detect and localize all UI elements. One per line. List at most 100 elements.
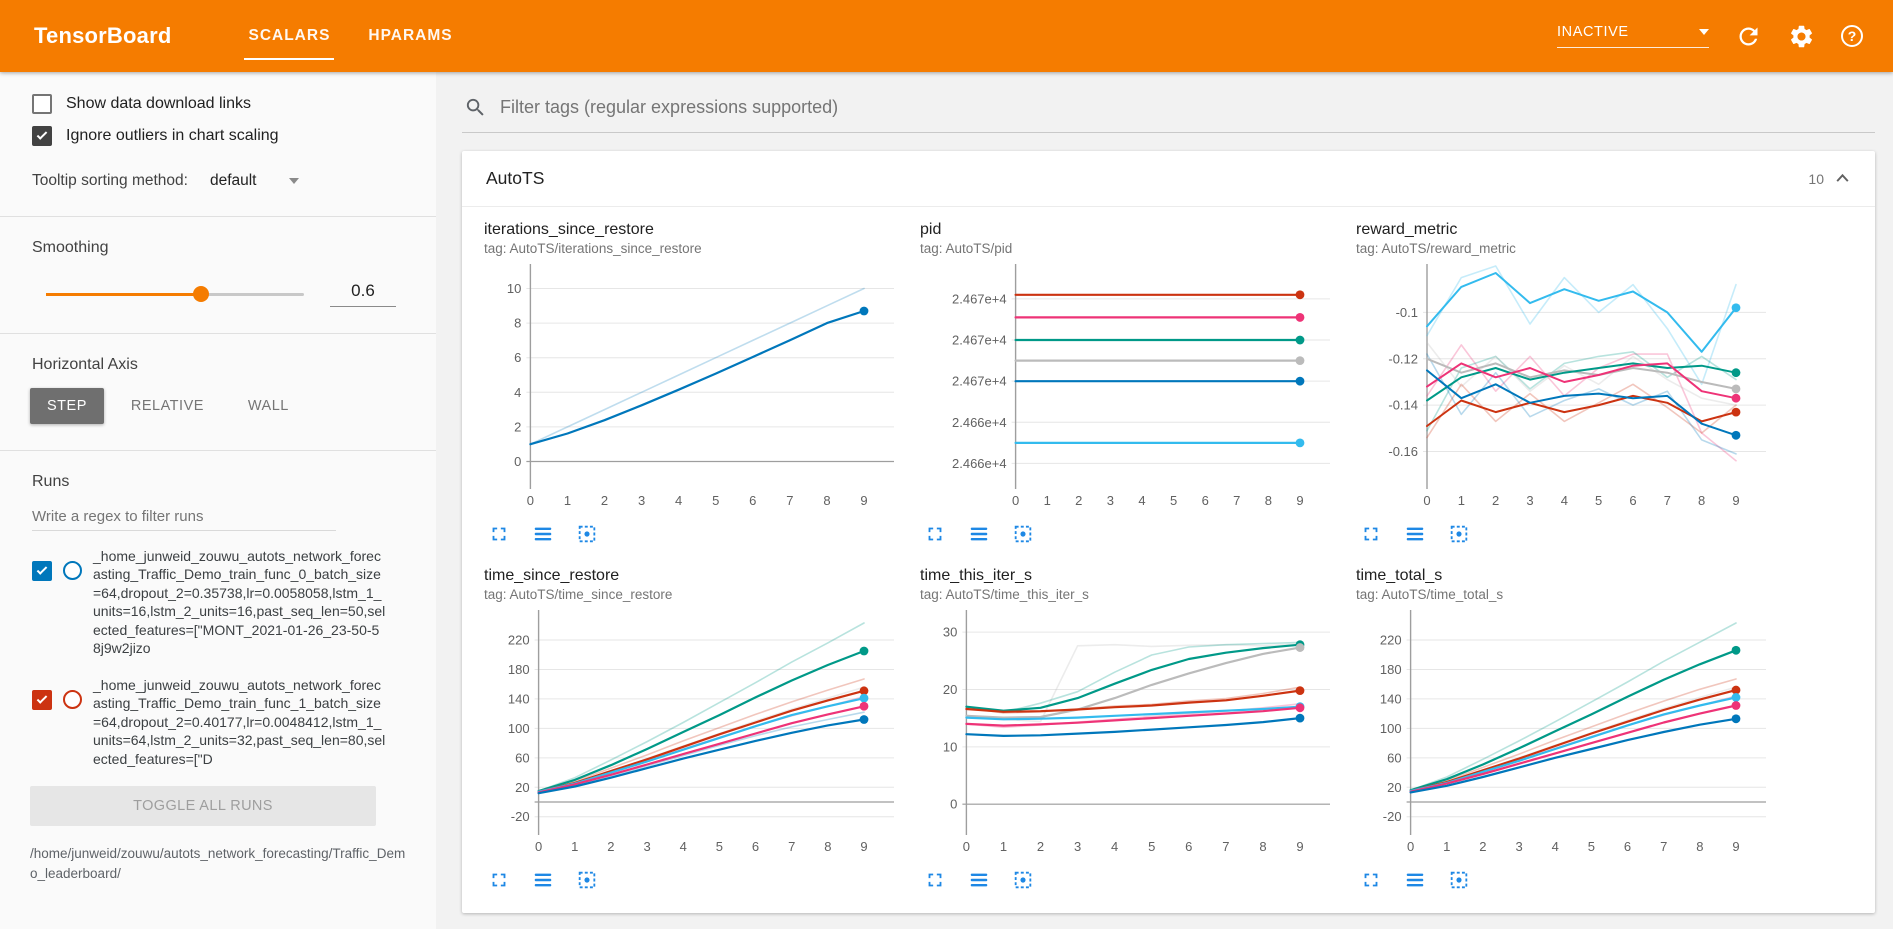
svg-text:2.467e+4: 2.467e+4 bbox=[952, 333, 1007, 348]
help-button[interactable]: ? bbox=[1841, 25, 1863, 47]
axis-wall-button[interactable]: WALL bbox=[231, 388, 306, 424]
chart-canvas[interactable]: -0.1 -0.12 -0.14 -0.16 0 1 2 3 4 5 6 7 8 9 bbox=[1356, 260, 1774, 512]
svg-text:8: 8 bbox=[1259, 839, 1266, 854]
toggle-all-runs-button[interactable]: TOGGLE ALL RUNS bbox=[30, 786, 376, 827]
fit-domain-button[interactable] bbox=[574, 867, 600, 893]
svg-text:4: 4 bbox=[1111, 839, 1118, 854]
tooltip-sort-select[interactable]: default bbox=[210, 172, 299, 190]
svg-text:4: 4 bbox=[1561, 493, 1568, 508]
svg-text:20: 20 bbox=[943, 682, 957, 697]
expand-chart-button[interactable] bbox=[486, 867, 512, 893]
svg-text:6: 6 bbox=[752, 839, 759, 854]
svg-text:20: 20 bbox=[1387, 780, 1401, 795]
expand-chart-button[interactable] bbox=[1358, 867, 1384, 893]
chart-actions bbox=[484, 521, 902, 547]
tag-filter-row bbox=[462, 72, 1875, 133]
chart-tag: tag: AutoTS/reward_metric bbox=[1356, 241, 1516, 256]
chevron-up-icon[interactable] bbox=[1834, 170, 1851, 187]
svg-text:0: 0 bbox=[535, 839, 542, 854]
expand-chart-button[interactable] bbox=[922, 521, 948, 547]
show-download-links-checkbox[interactable]: Show data download links bbox=[0, 88, 436, 120]
ignore-outliers-checkbox[interactable]: Ignore outliers in chart scaling bbox=[0, 120, 436, 152]
chart-canvas[interactable]: 10 8 6 4 2 0 0 1 2 3 4 5 6 7 8 9 bbox=[484, 260, 902, 512]
svg-text:2.466e+4: 2.466e+4 bbox=[952, 456, 1007, 471]
tab-hparams[interactable]: HPARAMS bbox=[368, 27, 453, 44]
sidebar: Show data download links Ignore outliers… bbox=[0, 72, 436, 929]
run-data-button[interactable] bbox=[530, 867, 556, 893]
axis-relative-button[interactable]: RELATIVE bbox=[114, 388, 221, 424]
checkbox-label: Show data download links bbox=[66, 95, 252, 112]
expand-icon bbox=[928, 873, 942, 887]
data-lines-icon bbox=[1406, 873, 1424, 887]
smoothing-slider[interactable] bbox=[46, 286, 304, 302]
svg-text:-20: -20 bbox=[1383, 809, 1402, 824]
toolbar-actions: INACTIVE ? bbox=[1557, 23, 1863, 50]
svg-text:4: 4 bbox=[675, 493, 682, 508]
fit-domain-button[interactable] bbox=[574, 521, 600, 547]
chart-canvas[interactable]: 220 180 140 100 60 20 -20 0 1 2 3 4 5 6 7 8 9 bbox=[484, 606, 902, 858]
settings-button[interactable] bbox=[1788, 23, 1815, 50]
fit-domain-icon bbox=[1014, 525, 1032, 543]
horizontal-axis-label: Horizontal Axis bbox=[32, 356, 138, 373]
expand-icon bbox=[1364, 873, 1378, 887]
run-checkbox[interactable] bbox=[32, 689, 52, 710]
run-data-button[interactable] bbox=[966, 867, 992, 893]
svg-text:0: 0 bbox=[963, 839, 970, 854]
status-label: INACTIVE bbox=[1557, 24, 1629, 40]
fit-domain-button[interactable] bbox=[1010, 521, 1036, 547]
svg-text:20: 20 bbox=[515, 780, 529, 795]
run-color-radio[interactable] bbox=[63, 561, 82, 580]
expand-chart-button[interactable] bbox=[1358, 521, 1384, 547]
runs-label: Runs bbox=[32, 473, 70, 490]
run-data-button[interactable] bbox=[1402, 867, 1428, 893]
svg-text:5: 5 bbox=[716, 839, 723, 854]
tab-scalars[interactable]: SCALARS bbox=[229, 0, 349, 72]
svg-text:0: 0 bbox=[527, 493, 534, 508]
chart-tag: tag: AutoTS/time_total_s bbox=[1356, 587, 1504, 602]
chart-canvas[interactable]: 30 20 10 0 0 1 2 3 4 5 6 7 8 9 bbox=[920, 606, 1338, 858]
expand-icon bbox=[492, 873, 506, 887]
run-checkbox[interactable] bbox=[32, 561, 52, 581]
chart-actions bbox=[484, 867, 902, 893]
chart-title: time_this_iter_s bbox=[920, 567, 1033, 584]
chart-canvas[interactable]: 220 180 140 100 60 20 -20 0 1 2 3 4 5 6 7 8 9 bbox=[1356, 606, 1774, 858]
chart-title: time_since_restore bbox=[484, 567, 620, 584]
svg-text:6: 6 bbox=[1185, 839, 1192, 854]
fit-domain-button[interactable] bbox=[1446, 867, 1472, 893]
slider-thumb[interactable] bbox=[192, 286, 209, 302]
refresh-button[interactable] bbox=[1735, 23, 1762, 50]
chart-tag: tag: AutoTS/time_this_iter_s bbox=[920, 587, 1089, 602]
svg-text:6: 6 bbox=[1629, 493, 1636, 508]
fit-domain-button[interactable] bbox=[1446, 521, 1472, 547]
chart-tag: tag: AutoTS/time_since_restore bbox=[484, 587, 673, 602]
run-data-button[interactable] bbox=[530, 521, 556, 547]
run-color-radio[interactable] bbox=[63, 689, 82, 709]
run-data-button[interactable] bbox=[966, 521, 992, 547]
data-status-select[interactable]: INACTIVE bbox=[1557, 24, 1709, 48]
chart-title: reward_metric bbox=[1356, 221, 1458, 238]
fit-domain-button[interactable] bbox=[1010, 867, 1036, 893]
fit-domain-icon bbox=[1014, 871, 1032, 889]
svg-text:5: 5 bbox=[1170, 493, 1177, 508]
svg-text:3: 3 bbox=[638, 493, 645, 508]
svg-text:100: 100 bbox=[1380, 721, 1402, 736]
runs-filter-input[interactable] bbox=[32, 503, 336, 531]
expand-chart-button[interactable] bbox=[922, 867, 948, 893]
run-item-0[interactable]: _home_junweid_zouwu_autots_network_forec… bbox=[0, 547, 436, 658]
card-header[interactable]: AutoTS 10 bbox=[462, 151, 1875, 207]
svg-text:8: 8 bbox=[1698, 493, 1705, 508]
tag-filter-input[interactable] bbox=[500, 97, 1871, 118]
run-item-1[interactable]: _home_junweid_zouwu_autots_network_forec… bbox=[0, 676, 436, 768]
svg-text:3: 3 bbox=[1107, 493, 1114, 508]
expand-chart-button[interactable] bbox=[486, 521, 512, 547]
smoothing-value-input[interactable]: 0.6 bbox=[330, 281, 396, 307]
divider bbox=[0, 216, 436, 217]
svg-text:2: 2 bbox=[607, 839, 614, 854]
svg-text:2: 2 bbox=[601, 493, 608, 508]
svg-text:0: 0 bbox=[1423, 493, 1430, 508]
run-data-button[interactable] bbox=[1402, 521, 1428, 547]
svg-text:7: 7 bbox=[1664, 493, 1671, 508]
svg-text:-0.1: -0.1 bbox=[1396, 305, 1418, 320]
chart-canvas[interactable]: 2.467e+4 2.467e+4 2.467e+4 2.466e+4 2.466e+4… bbox=[920, 260, 1338, 512]
axis-step-button[interactable]: STEP bbox=[30, 388, 104, 424]
